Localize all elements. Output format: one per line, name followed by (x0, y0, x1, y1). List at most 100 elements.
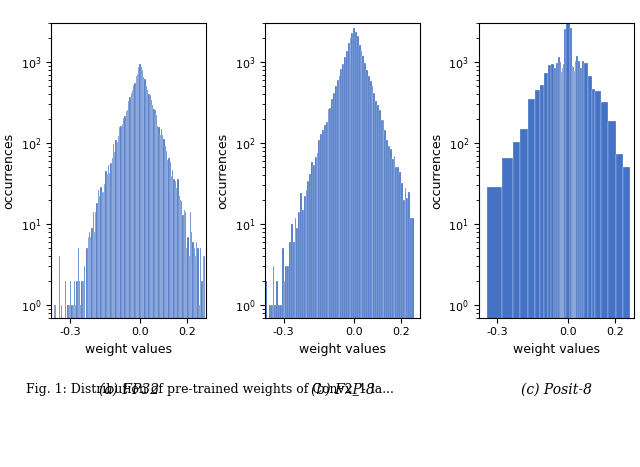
Bar (98, 191, 99, 467)
Bar (265, 281, 267, 467)
Bar (364, 63, 366, 467)
Bar (573, 67, 574, 467)
Bar (372, 86, 373, 467)
Bar (403, 199, 404, 467)
Bar (616, 154, 623, 467)
Bar (146, 86, 147, 467)
Bar (159, 135, 161, 467)
Bar (320, 134, 322, 467)
Bar (74, 281, 75, 467)
Bar (155, 110, 156, 467)
Bar (90, 237, 92, 467)
Bar (381, 120, 383, 467)
Y-axis label: occurrences: occurrences (430, 132, 443, 209)
Bar (54, 305, 55, 467)
Bar (373, 93, 375, 467)
Bar (141, 67, 142, 467)
Bar (79, 281, 80, 467)
Bar (191, 232, 193, 467)
Bar (157, 126, 158, 467)
Bar (328, 109, 330, 467)
Bar (300, 193, 302, 467)
Bar (142, 70, 143, 467)
Bar (342, 64, 344, 467)
Bar (273, 266, 275, 467)
Bar (200, 248, 201, 467)
Bar (120, 126, 122, 467)
Bar (353, 28, 355, 467)
Bar (80, 305, 81, 467)
Bar (103, 192, 104, 467)
Bar (102, 192, 103, 467)
Bar (129, 97, 131, 467)
Bar (202, 256, 204, 467)
Bar (563, 64, 564, 467)
Bar (357, 36, 358, 467)
Bar (322, 130, 324, 467)
Bar (164, 146, 166, 467)
Bar (287, 266, 289, 467)
Bar (148, 94, 150, 467)
Bar (109, 173, 110, 467)
Bar (199, 305, 200, 467)
Bar (307, 181, 309, 467)
Bar (595, 91, 601, 467)
Bar (385, 130, 386, 467)
Bar (134, 83, 136, 467)
Bar (55, 305, 56, 467)
Bar (304, 196, 305, 467)
Bar (333, 92, 335, 467)
Bar (145, 78, 146, 467)
Bar (394, 156, 396, 467)
Text: (b) FxP-8: (b) FxP-8 (310, 382, 374, 396)
X-axis label: weight values: weight values (513, 343, 600, 356)
Bar (554, 68, 556, 467)
Bar (95, 212, 97, 467)
Bar (302, 210, 304, 467)
Bar (182, 215, 184, 467)
Bar (81, 281, 83, 467)
Bar (111, 158, 113, 467)
Bar (289, 242, 291, 467)
Bar (535, 90, 540, 467)
Bar (561, 71, 562, 467)
Bar (360, 50, 362, 467)
Bar (298, 212, 300, 467)
Bar (196, 242, 198, 467)
Bar (147, 90, 148, 467)
Bar (513, 142, 520, 467)
Bar (315, 157, 317, 467)
Bar (59, 256, 60, 467)
Bar (143, 78, 145, 467)
Bar (366, 70, 368, 467)
Bar (282, 248, 284, 467)
Bar (99, 196, 100, 467)
Bar (520, 129, 527, 467)
Bar (311, 162, 313, 467)
Bar (175, 181, 176, 467)
Bar (116, 142, 118, 467)
Bar (558, 57, 559, 467)
Bar (404, 188, 406, 467)
Bar (92, 228, 93, 467)
Bar (383, 120, 385, 467)
Bar (106, 171, 107, 467)
Bar (136, 77, 137, 467)
Bar (580, 68, 582, 467)
Bar (399, 172, 401, 467)
Bar (570, 28, 572, 467)
Bar (185, 212, 186, 467)
Bar (170, 162, 171, 467)
Bar (575, 61, 576, 467)
Bar (368, 76, 370, 467)
Bar (179, 196, 180, 467)
Bar (118, 136, 119, 467)
Bar (189, 256, 190, 467)
Bar (564, 28, 566, 467)
Bar (204, 256, 205, 467)
Bar (193, 242, 194, 467)
Bar (296, 228, 298, 467)
Bar (131, 93, 132, 467)
Bar (562, 69, 563, 467)
Bar (94, 232, 95, 467)
